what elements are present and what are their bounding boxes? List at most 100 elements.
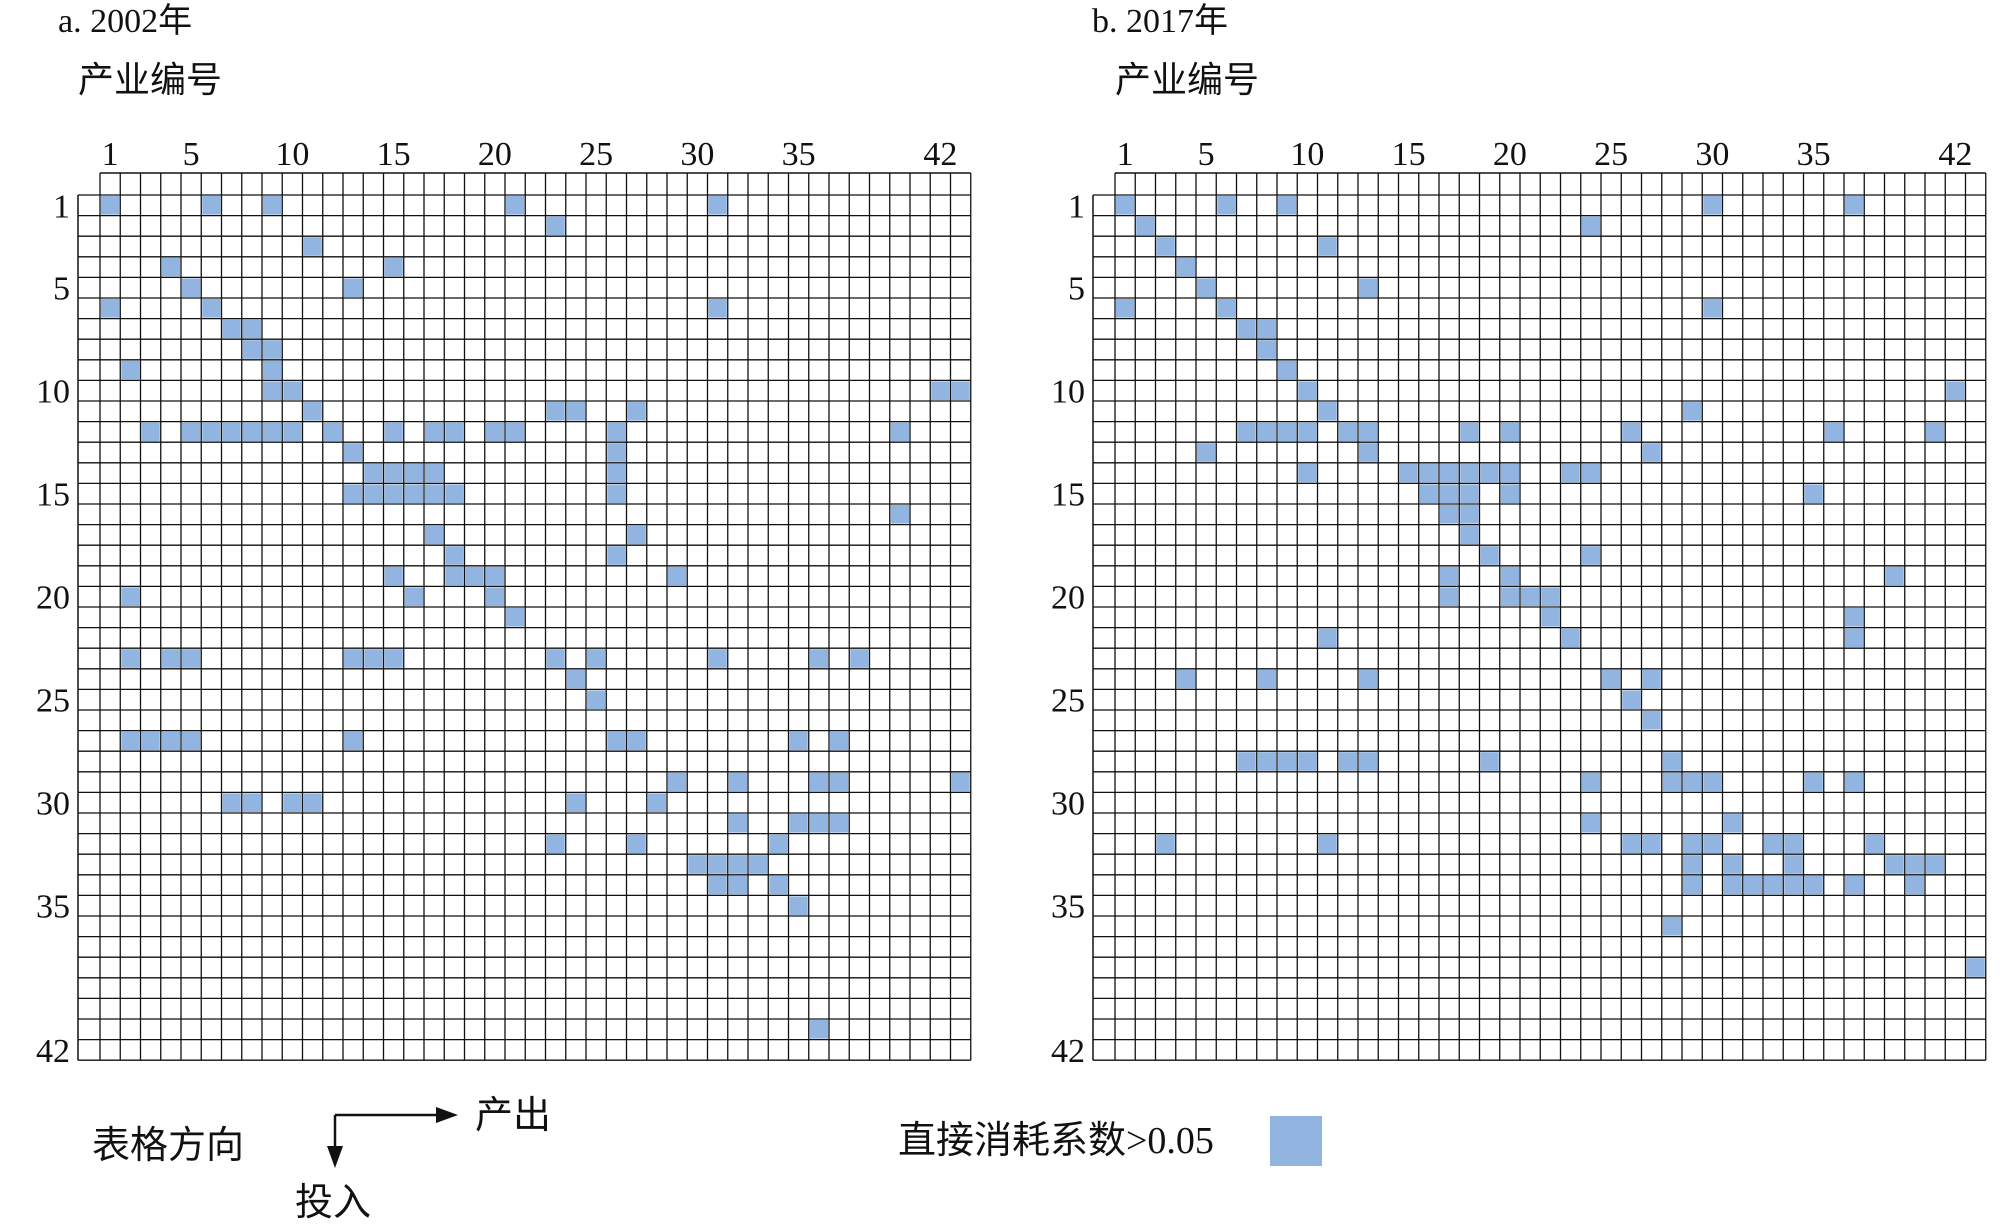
cell-b-13-5: [1197, 443, 1216, 462]
cell-a-12-6: [202, 422, 221, 442]
cell-b-14-20: [1500, 463, 1519, 483]
cell-b-12-26: [1622, 422, 1641, 442]
cell-a-23-23: [546, 649, 565, 668]
cell-a-19-20: [485, 566, 504, 586]
cell-b-15-16: [1419, 484, 1438, 503]
cell-b-15-17: [1440, 484, 1459, 503]
y-tick-label-a: 15: [36, 477, 70, 514]
y-tick-label-b: 35: [1051, 889, 1085, 926]
cell-a-6-31: [708, 299, 727, 318]
cell-a-14-16: [404, 463, 423, 483]
threshold-legend: 直接消耗系数>0.05: [898, 1116, 1322, 1166]
cell-a-30-24: [566, 793, 585, 812]
input-arrowhead: [327, 1146, 343, 1168]
cell-b-11-29: [1683, 402, 1702, 421]
cell-b-29-24: [1581, 772, 1600, 792]
x-tick-label-b: 35: [1797, 136, 1831, 173]
cell-b-29-30: [1703, 772, 1722, 792]
y-tick-label-a: 5: [53, 271, 70, 308]
cell-b-14-18: [1460, 463, 1479, 483]
x-tick-label-b: 42: [1938, 136, 1972, 173]
cell-a-20-16: [404, 587, 423, 606]
panel-a-axis-label: 产业编号: [78, 60, 222, 100]
cell-a-27-13: [344, 731, 363, 751]
cell-a-23-2: [121, 649, 140, 668]
cell-b-1-1: [1116, 196, 1135, 215]
cell-a-9-9: [263, 360, 282, 380]
cell-a-18-18: [445, 546, 464, 565]
cell-a-23-14: [364, 649, 383, 668]
cell-b-34-37: [1845, 875, 1864, 895]
cell-b-14-16: [1419, 463, 1438, 483]
cell-b-12-12: [1338, 422, 1357, 442]
cell-a-17-17: [425, 525, 444, 545]
cell-a-3-11: [303, 237, 322, 256]
cell-b-14-23: [1561, 463, 1580, 483]
cell-b-32-38: [1865, 834, 1884, 854]
y-tick-label-b: 1: [1068, 188, 1085, 225]
cell-b-28-8: [1257, 752, 1276, 771]
cell-a-24-24: [566, 669, 585, 689]
cell-a-12-26: [607, 422, 626, 442]
cell-a-33-30: [688, 855, 707, 874]
cell-a-21-21: [506, 608, 525, 627]
y-tick-label-b: 20: [1051, 580, 1085, 617]
cell-a-19-18: [445, 566, 464, 586]
x-tick-label-a: 25: [579, 136, 613, 173]
cell-a-29-29: [668, 772, 687, 792]
x-tick-label-b: 15: [1392, 136, 1426, 173]
cell-a-27-26: [607, 731, 626, 751]
cell-b-19-39: [1885, 566, 1904, 586]
cell-b-9-9: [1278, 360, 1297, 380]
cell-b-14-17: [1440, 463, 1459, 483]
input-label: 投入: [295, 1182, 371, 1224]
cell-a-12-18: [445, 422, 464, 442]
cell-a-14-15: [384, 463, 403, 483]
cell-a-25-25: [587, 690, 606, 709]
cell-a-30-11: [303, 793, 322, 812]
cell-a-33-31: [708, 855, 727, 874]
cell-b-22-23: [1561, 628, 1580, 648]
threshold-swatch: [1270, 1116, 1322, 1166]
cell-b-34-40: [1905, 875, 1924, 895]
cell-b-32-30: [1703, 834, 1722, 854]
cell-b-33-29: [1683, 855, 1702, 874]
cell-a-23-25: [587, 649, 606, 668]
cell-a-12-15: [384, 422, 403, 442]
cell-b-33-40: [1905, 855, 1924, 874]
cell-b-12-7: [1237, 422, 1256, 442]
y-tick-label-a: 20: [36, 580, 70, 617]
cell-a-35-35: [789, 896, 808, 915]
y-tick-label-a: 35: [36, 889, 70, 926]
cell-a-1-9: [263, 196, 282, 215]
cell-b-32-11: [1318, 834, 1337, 854]
cell-a-23-5: [182, 649, 201, 668]
cell-b-33-39: [1885, 855, 1904, 874]
cell-b-32-26: [1622, 834, 1641, 854]
cell-a-14-26: [607, 463, 626, 483]
cell-a-18-26: [607, 546, 626, 565]
cell-a-19-29: [668, 566, 687, 586]
cell-b-29-35: [1804, 772, 1823, 792]
cell-b-12-9: [1278, 422, 1297, 442]
cell-a-32-27: [627, 834, 646, 854]
cell-b-7-8: [1257, 319, 1276, 339]
cell-a-15-14: [364, 484, 383, 503]
cell-b-1-6: [1217, 196, 1236, 215]
cell-b-2-2: [1136, 216, 1155, 236]
x-tick-label-b: 25: [1594, 136, 1628, 173]
cell-a-15-26: [607, 484, 626, 503]
cell-a-13-26: [607, 443, 626, 462]
cell-a-12-40: [890, 422, 909, 442]
cell-a-23-4: [161, 649, 180, 668]
cell-a-23-38: [850, 649, 869, 668]
cell-b-34-34: [1784, 875, 1803, 895]
cell-a-30-7: [222, 793, 241, 812]
cell-b-8-8: [1257, 340, 1276, 359]
cell-b-1-30: [1703, 196, 1722, 215]
cell-b-17-18: [1460, 525, 1479, 545]
cell-b-14-10: [1298, 463, 1317, 483]
cell-b-34-33: [1764, 875, 1783, 895]
cell-b-20-20: [1500, 587, 1519, 606]
